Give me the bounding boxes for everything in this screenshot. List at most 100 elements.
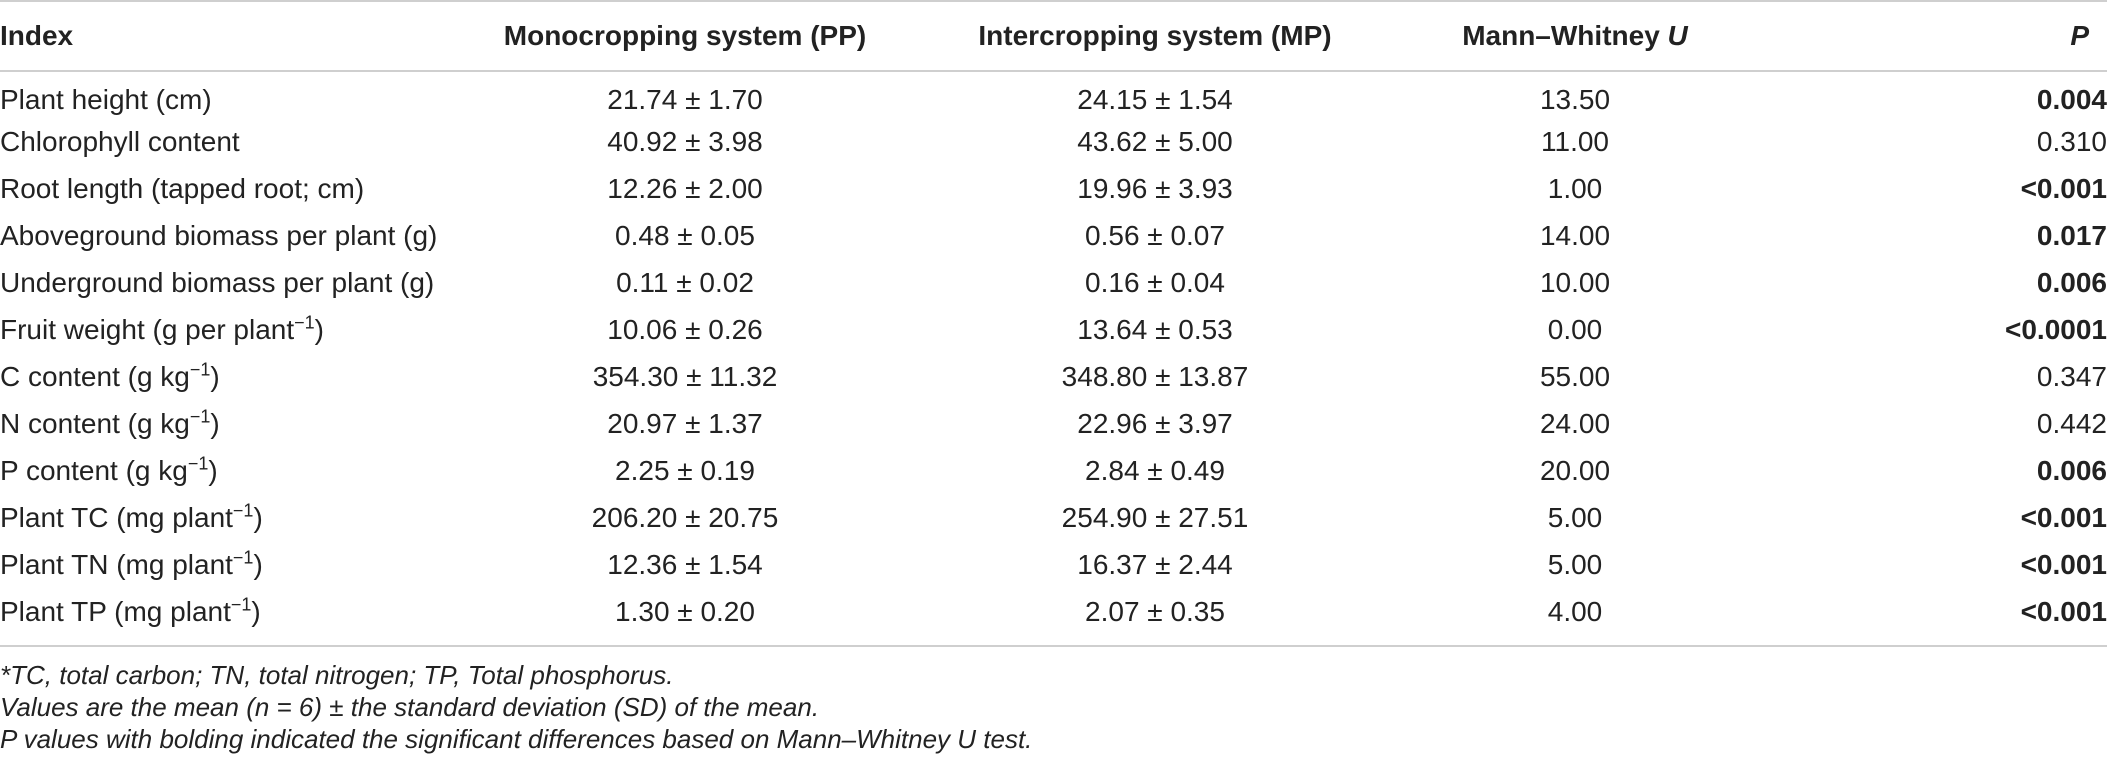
cell-mann-whitney-u: 14.00: [1539, 219, 1611, 251]
cell-index: Fruit weight (g per plant−1): [0, 306, 470, 353]
cell-monocropping: 206.20 ± 20.75: [591, 501, 779, 533]
table-row: Plant TC (mg plant−1) 206.20 ± 20.75 254.9…: [0, 494, 2107, 541]
cell-p-value: 0.017: [2036, 219, 2107, 251]
header-index: Index: [0, 0, 470, 72]
index-label-suffix: ): [253, 548, 263, 580]
cell-index: Plant height (cm): [0, 71, 470, 118]
cell-intercropping: 16.37 ± 2.44: [1077, 548, 1233, 580]
index-unit-exponent: −1: [230, 594, 252, 615]
table-row: Underground biomass per plant (g) 0.11 ± …: [0, 259, 2107, 306]
cell-mann-whitney-u: 20.00: [1539, 454, 1611, 486]
cell-monocropping: 20.97 ± 1.37: [607, 407, 763, 439]
table-body: Plant height (cm) 21.74 ± 1.70 24.15 ± 1.5…: [0, 71, 2107, 647]
table-row: Aboveground biomass per plant (g) 0.48 ± …: [0, 212, 2107, 259]
cell-mann-whitney-u: 0.00: [1547, 313, 1603, 345]
cell-mann-whitney-u: 5.00: [1547, 501, 1603, 533]
index-label: Plant TP (mg plant: [0, 595, 231, 627]
index-unit-exponent: −1: [189, 359, 211, 380]
index-label: Plant height (cm): [0, 84, 212, 115]
cell-p-value: <0.001: [2020, 501, 2107, 533]
index-label: Aboveground biomass per plant (g): [0, 219, 438, 251]
cell-mann-whitney-u: 10.00: [1539, 266, 1611, 298]
cell-intercropping: 2.07 ± 0.35: [900, 588, 1410, 647]
table-row: Chlorophyll content 40.92 ± 3.98 43.62 ± 5…: [0, 118, 2107, 165]
cell-intercropping: 19.96 ± 3.93: [1077, 172, 1233, 204]
cell-mann-whitney-u: 24.00: [1539, 407, 1611, 439]
cell-monocropping: 0.11 ± 0.02: [616, 266, 754, 298]
cell-mann-whitney-u: 55.00: [1539, 360, 1611, 392]
index-unit-exponent: −1: [232, 500, 254, 521]
cell-p-value: <0.001: [1740, 588, 2107, 647]
index-label-suffix: ): [210, 407, 220, 439]
index-unit-exponent: −1: [232, 547, 254, 568]
cell-p-value: <0.001: [2020, 172, 2107, 204]
cell-index: Plant TN (mg plant−1): [0, 541, 470, 588]
header-u-symbol: U: [1667, 20, 1688, 51]
cell-index: Underground biomass per plant (g): [0, 259, 470, 306]
table-row: Root length (tapped root; cm) 12.26 ± 2.0…: [0, 165, 2107, 212]
cell-intercropping: 13.64 ± 0.53: [1077, 313, 1233, 345]
index-label: C content (g kg: [0, 360, 190, 392]
cell-monocropping: 0.48 ± 0.05: [615, 219, 755, 251]
cell-index: Plant TC (mg plant−1): [0, 494, 470, 541]
index-label-suffix: ): [208, 454, 218, 486]
index-label: Plant TC (mg plant: [0, 501, 233, 533]
index-label: Chlorophyll content: [0, 125, 240, 157]
cell-intercropping: 0.16 ± 0.04: [1085, 266, 1225, 298]
cell-mann-whitney-u: 11.00: [1541, 125, 1609, 157]
index-label-suffix: ): [314, 313, 324, 345]
cell-index: Root length (tapped root; cm): [0, 165, 470, 212]
cell-monocropping: 10.06 ± 0.26: [607, 313, 763, 345]
cell-index: P content (g kg−1): [0, 447, 470, 494]
cell-p-value: 0.347: [2036, 360, 2107, 392]
footnote-values: Values are the mean (n = 6) ± the standa…: [0, 692, 820, 722]
cell-intercropping: 0.56 ± 0.07: [1085, 219, 1225, 251]
index-label-suffix: ): [251, 595, 261, 627]
cell-index: Plant TP (mg plant−1): [0, 588, 470, 647]
index-label: Fruit weight (g per plant: [0, 313, 295, 345]
table-row: C content (g kg−1) 354.30 ± 11.32 348.80 ±…: [0, 353, 2107, 400]
cell-intercropping: 254.90 ± 27.51: [1061, 501, 1249, 533]
table-row: Plant TP (mg plant−1) 1.30 ± 0.20 2.07 ± 0…: [0, 588, 2107, 647]
cell-index: C content (g kg−1): [0, 353, 470, 400]
cell-intercropping: 348.80 ± 13.87: [1061, 360, 1249, 392]
index-label: P content (g kg: [0, 454, 188, 486]
cell-index: N content (g kg−1): [0, 400, 470, 447]
index-unit-exponent: −1: [294, 312, 315, 333]
index-label-suffix: ): [253, 501, 263, 533]
table-row: Plant TN (mg plant−1) 12.36 ± 1.54 16.37 ±…: [0, 541, 2107, 588]
cell-monocropping: 21.74 ± 1.70: [607, 84, 763, 115]
cell-mann-whitney-u: 1.00: [1547, 172, 1603, 204]
cell-mann-whitney-u: 13.50: [1539, 84, 1611, 115]
cell-monocropping: 12.26 ± 2.00: [607, 172, 763, 204]
cell-index: Chlorophyll content: [0, 118, 470, 165]
cell-mann-whitney-u: 4.00: [1410, 588, 1740, 647]
cell-p-value: <0.001: [2020, 548, 2107, 580]
table-row: P content (g kg−1) 2.25 ± 0.19 2.84 ± 0.49…: [0, 447, 2107, 494]
results-table: Index Monocropping system (PP) Intercrop…: [0, 0, 2107, 647]
results-table-container: Index Monocropping system (PP) Intercrop…: [0, 0, 2107, 755]
cell-p-value: 0.006: [2036, 266, 2107, 298]
cell-intercropping: 43.62 ± 5.00: [1077, 125, 1233, 157]
cell-p-value: 0.006: [2036, 454, 2107, 486]
index-label: Underground biomass per plant (g): [0, 266, 435, 298]
header-mann-whitney-label: Mann–Whitney: [1462, 20, 1668, 51]
header-monocropping: Monocropping system (PP): [470, 0, 900, 72]
cell-monocropping: 1.30 ± 0.20: [470, 588, 900, 647]
cell-monocropping: 354.30 ± 11.32: [592, 360, 778, 392]
header-mann-whitney-u: Mann–Whitney U: [1410, 0, 1740, 72]
cell-monocropping: 2.25 ± 0.19: [615, 454, 755, 486]
cell-intercropping: 24.15 ± 1.54: [1077, 84, 1233, 115]
header-p-value: P: [1740, 0, 2107, 72]
table-row: Fruit weight (g per plant−1) 10.06 ± 0.26…: [0, 306, 2107, 353]
table-row: N content (g kg−1) 20.97 ± 1.37 22.96 ± 3.…: [0, 400, 2107, 447]
cell-p-value: 0.004: [2036, 84, 2107, 115]
index-label: Plant TN (mg plant: [0, 548, 233, 580]
footnote-significance: P values with bolding indicated the sign…: [0, 724, 1033, 754]
footnote-abbreviations: *TC, total carbon; TN, total nitrogen; T…: [0, 660, 674, 690]
table-footnotes: *TC, total carbon; TN, total nitrogen; T…: [0, 647, 2107, 755]
index-unit-exponent: −1: [187, 453, 209, 474]
cell-p-value: 0.310: [2036, 125, 2107, 157]
index-label: N content (g kg: [0, 407, 190, 439]
index-label-suffix: ): [210, 360, 220, 392]
